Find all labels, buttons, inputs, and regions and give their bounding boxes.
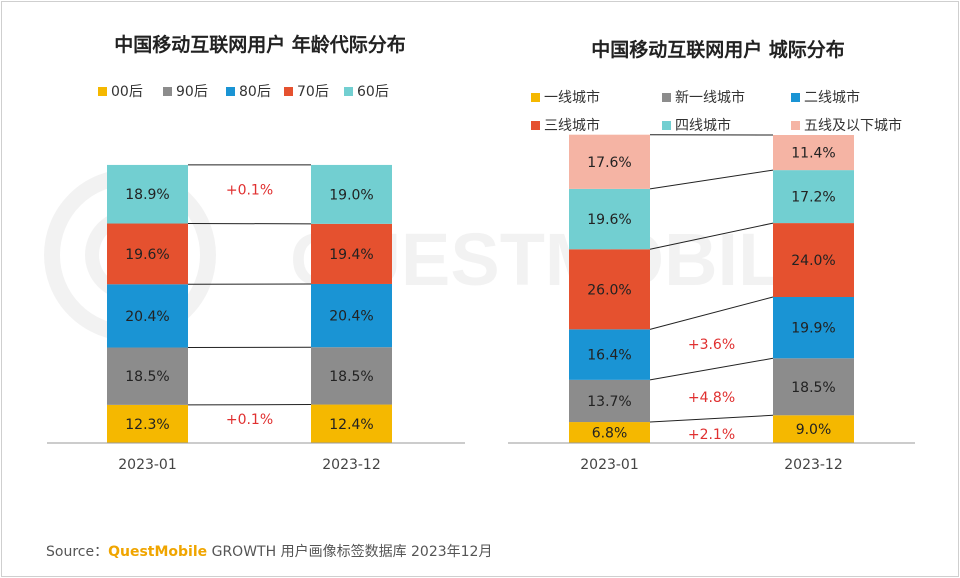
x-tick-label: 2023-12 [322, 457, 381, 473]
connector-line [649, 296, 774, 330]
legend-swatch-4 [531, 121, 540, 130]
data-label: 18.5% [329, 369, 373, 385]
data-label: 19.9% [791, 321, 835, 337]
source-note: Source：QuestMobile GROWTH 用户画像标签数据库 2023… [46, 541, 492, 561]
legend-swatch-2 [662, 93, 671, 102]
source-text: GROWTH 用户画像标签数据库 2023年12月 [207, 544, 493, 560]
data-label: 17.6% [587, 155, 631, 171]
legend-swatch-1 [531, 93, 540, 102]
bar-segment [107, 223, 188, 285]
bar-segment [311, 283, 392, 348]
bar-segment [773, 297, 854, 359]
legend-label-2: 新一线城市 [675, 89, 745, 106]
bar-segment [311, 347, 392, 405]
bar-segment [311, 404, 392, 443]
legend-swatch-4 [284, 87, 293, 96]
change-annotation: +0.1% [226, 182, 273, 198]
data-label: 19.0% [329, 187, 373, 203]
data-label: 13.7% [587, 394, 631, 410]
legend-label-1: 00后 [111, 84, 143, 100]
bar-segment [569, 134, 650, 189]
data-label: 12.3% [125, 417, 169, 433]
connector-line [649, 222, 774, 250]
bar-segment [107, 347, 188, 405]
connector-line [649, 357, 774, 381]
data-label: 18.5% [125, 369, 169, 385]
data-label: 18.9% [125, 187, 169, 203]
legend-label-3: 80后 [239, 84, 271, 100]
data-label: 6.8% [592, 426, 628, 442]
x-tick-label: 2023-12 [784, 457, 843, 473]
connector-line [649, 414, 774, 423]
source-brand: QuestMobile [108, 544, 208, 560]
x-tick-label: 2023-01 [118, 457, 177, 473]
bar-segment [107, 284, 188, 348]
data-label: 11.4% [791, 146, 835, 162]
legend-label-4: 70后 [297, 84, 329, 100]
legend-label-5: 四线城市 [675, 117, 731, 134]
bar-segment [107, 164, 188, 224]
legend-swatch-5 [662, 121, 671, 130]
data-label: 19.6% [587, 212, 631, 228]
chart1-title: 中国移动互联网用户 年龄代际分布 [114, 33, 406, 56]
bar-segment [773, 223, 854, 298]
chart2-title: 中国移动互联网用户 城际分布 [591, 38, 845, 61]
data-label: 16.4% [587, 348, 631, 364]
x-tick-label: 2023-01 [580, 457, 639, 473]
bar-segment [311, 223, 392, 284]
bar-segment [569, 329, 650, 380]
data-label: 20.4% [329, 309, 373, 325]
bar-segment [569, 379, 650, 423]
chart1-plot: 00后 90后 80后 70后 60后 12.3% 18.5% 20.4% 19.6% 18.9%… [47, 84, 465, 473]
bar-segment [569, 188, 650, 250]
data-label: 20.4% [125, 309, 169, 325]
data-label: 19.4% [329, 247, 373, 263]
change-annotation: +4.8% [688, 390, 735, 406]
change-annotation: +2.1% [688, 427, 735, 443]
legend-swatch-5 [344, 87, 353, 96]
legend-label-5: 60后 [357, 84, 389, 100]
bar-segment [773, 170, 854, 224]
bar-segment [773, 358, 854, 416]
connector-line [649, 169, 774, 190]
legend-swatch-1 [98, 87, 107, 96]
data-label: 17.2% [791, 190, 835, 206]
legend-swatch-3 [791, 93, 800, 102]
legend-swatch-6 [791, 121, 800, 130]
legend-label-6: 五线及以下城市 [804, 117, 902, 134]
legend-label-1: 一线城市 [544, 89, 600, 106]
bar-segment [107, 404, 188, 443]
source-label: Source： [46, 544, 109, 560]
legend-swatch-2 [163, 87, 172, 96]
bar-segment [773, 415, 854, 443]
data-label: 18.5% [791, 380, 835, 396]
bar-segment [569, 249, 650, 330]
legend-label-2: 90后 [176, 84, 208, 100]
data-label: 24.0% [791, 253, 835, 269]
change-annotation: +3.6% [688, 337, 735, 353]
legend-label-4: 三线城市 [544, 117, 600, 134]
change-annotation: +0.1% [226, 412, 273, 428]
legend-label-3: 二线城市 [804, 89, 860, 106]
bar-segment [773, 135, 854, 171]
data-label: 9.0% [796, 422, 832, 438]
bar-segment [311, 164, 392, 224]
legend-swatch-3 [226, 87, 235, 96]
bar-segment [569, 422, 650, 443]
data-label: 12.4% [329, 417, 373, 433]
data-label: 26.0% [587, 282, 631, 298]
data-label: 19.6% [125, 247, 169, 263]
